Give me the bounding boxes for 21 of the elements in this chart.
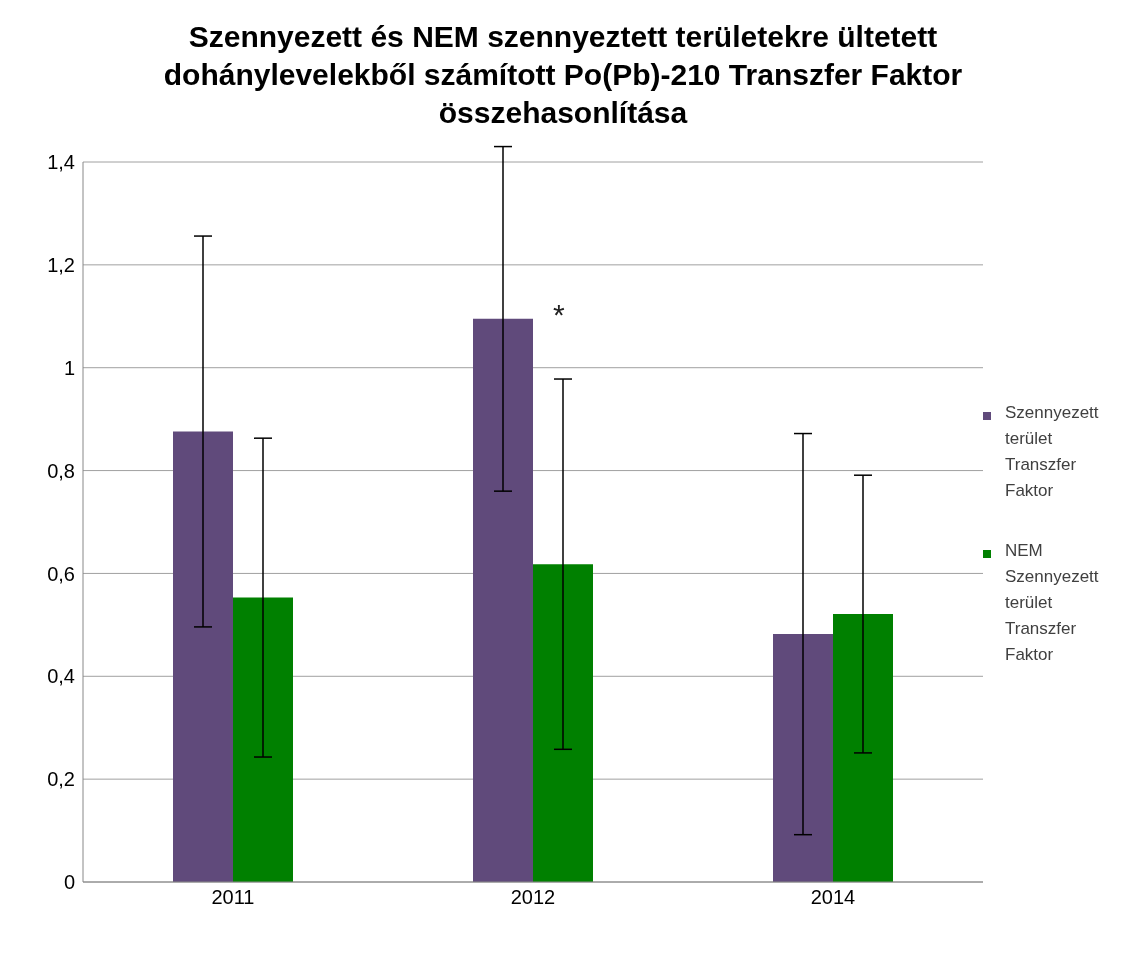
y-tick-label: 1,4 <box>47 151 75 174</box>
bar <box>833 614 893 882</box>
y-tick-label: 1,2 <box>47 253 75 276</box>
chart-title: Szennyezett és NEM szennyeztett területekre ültetett dohánylevelekből számított Po(Pb)-210 Transzfer Faktor összehasonlítása <box>162 19 964 131</box>
y-tick-label: 0,6 <box>47 562 75 585</box>
y-tick-label: 0,2 <box>47 768 75 791</box>
bar <box>173 431 233 882</box>
bar <box>773 634 833 882</box>
y-tick-label: 0,8 <box>47 459 75 482</box>
bar <box>233 597 293 882</box>
x-tick-label: 2011 <box>211 886 255 909</box>
y-tick-label: 0 <box>63 871 75 894</box>
x-tick-label: 2012 <box>510 886 556 909</box>
bar <box>533 564 593 882</box>
y-tick-label: 1 <box>63 356 75 379</box>
x-tick-label: 2014 <box>810 886 856 909</box>
annotation: * <box>553 298 565 332</box>
legend-label: NEM Szennyezett terület Transzfer Faktor <box>1005 540 1100 666</box>
legend-label: Szennyezett terület Transzfer Faktor <box>1005 402 1100 502</box>
y-tick-label: 0,4 <box>47 665 75 688</box>
bar <box>473 318 533 882</box>
